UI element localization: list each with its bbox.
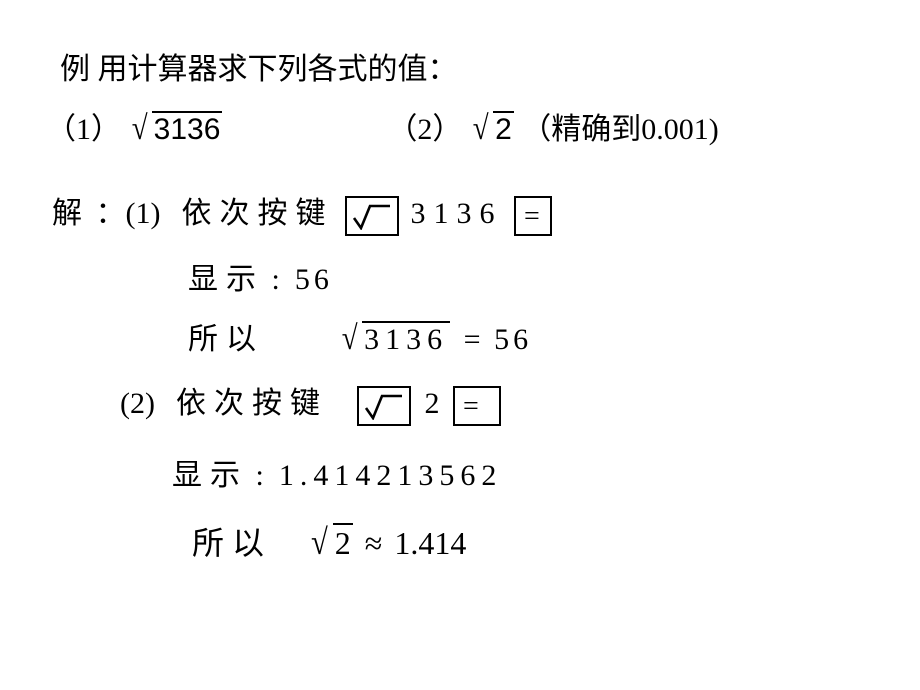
solution-label: 解	[52, 197, 82, 230]
sol-1-rhs: 56	[494, 323, 532, 356]
sol-1-display: 显示 : 56	[188, 254, 333, 298]
sol-2-display: 显示 : 1.414213562	[172, 450, 502, 494]
sol-2-sqrt-radicand: 2	[335, 525, 351, 561]
sol-1-sqrt-radicand: 3136	[364, 323, 448, 356]
sol-2-digits: 2	[424, 387, 439, 420]
sol-2-display-label: 显示	[172, 459, 248, 492]
sol-1-press-label: 依次按键	[181, 197, 333, 230]
sol-2-press: (2) 依次按键 2 =	[120, 378, 505, 426]
sol-1-press: 解 ：(1) 依次按键 3136 =	[52, 188, 556, 236]
sqrt-1-radicand: 3136	[154, 113, 221, 146]
sol-1-digits: 3136	[410, 197, 502, 230]
sol-1-sqrt: √ 3136	[339, 320, 450, 358]
sol-2-rhs: 1.414	[394, 525, 466, 561]
problem-1-label: （1）	[46, 113, 121, 146]
problem-row: （1） √ 3136 （2） √ 2 （精确到0.001)	[46, 104, 719, 148]
equals-key-icon: =	[514, 196, 552, 236]
equals-key-icon: =	[453, 386, 501, 426]
sol-1-result: 所以 √ 3136 = 56	[188, 314, 532, 358]
sqrt-2-radicand: 2	[495, 113, 512, 146]
sol-1-label: (1)	[126, 197, 161, 230]
sol-2-label: (2)	[120, 387, 155, 420]
problem-2-suffix: （精确到0.001)	[521, 113, 719, 146]
sqrt-key-icon	[345, 196, 399, 236]
sol-2-result: 所以 √ 2 ≈ 1.414	[192, 518, 466, 564]
sqrt-key-icon	[357, 386, 411, 426]
sol-2-display-value: 1.414213562	[279, 459, 503, 492]
sol-1-display-label: 显示	[188, 263, 264, 296]
sol-2-approx: ≈	[365, 525, 383, 561]
sol-1-eq: =	[464, 323, 481, 356]
sol-2-therefore: 所以	[192, 525, 272, 561]
sqrt-2: √ 2	[470, 110, 514, 148]
sqrt-1: √ 3136	[129, 110, 223, 148]
sol-1-display-value: 56	[295, 263, 333, 296]
problem-2-label: （2）	[387, 113, 462, 146]
sol-2-press-label: 依次按键	[176, 387, 328, 420]
example-title: 例 用计算器求下列各式的值：	[60, 44, 458, 88]
sol-2-sqrt: √ 2	[308, 521, 353, 563]
sol-1-therefore: 所以	[188, 323, 264, 356]
